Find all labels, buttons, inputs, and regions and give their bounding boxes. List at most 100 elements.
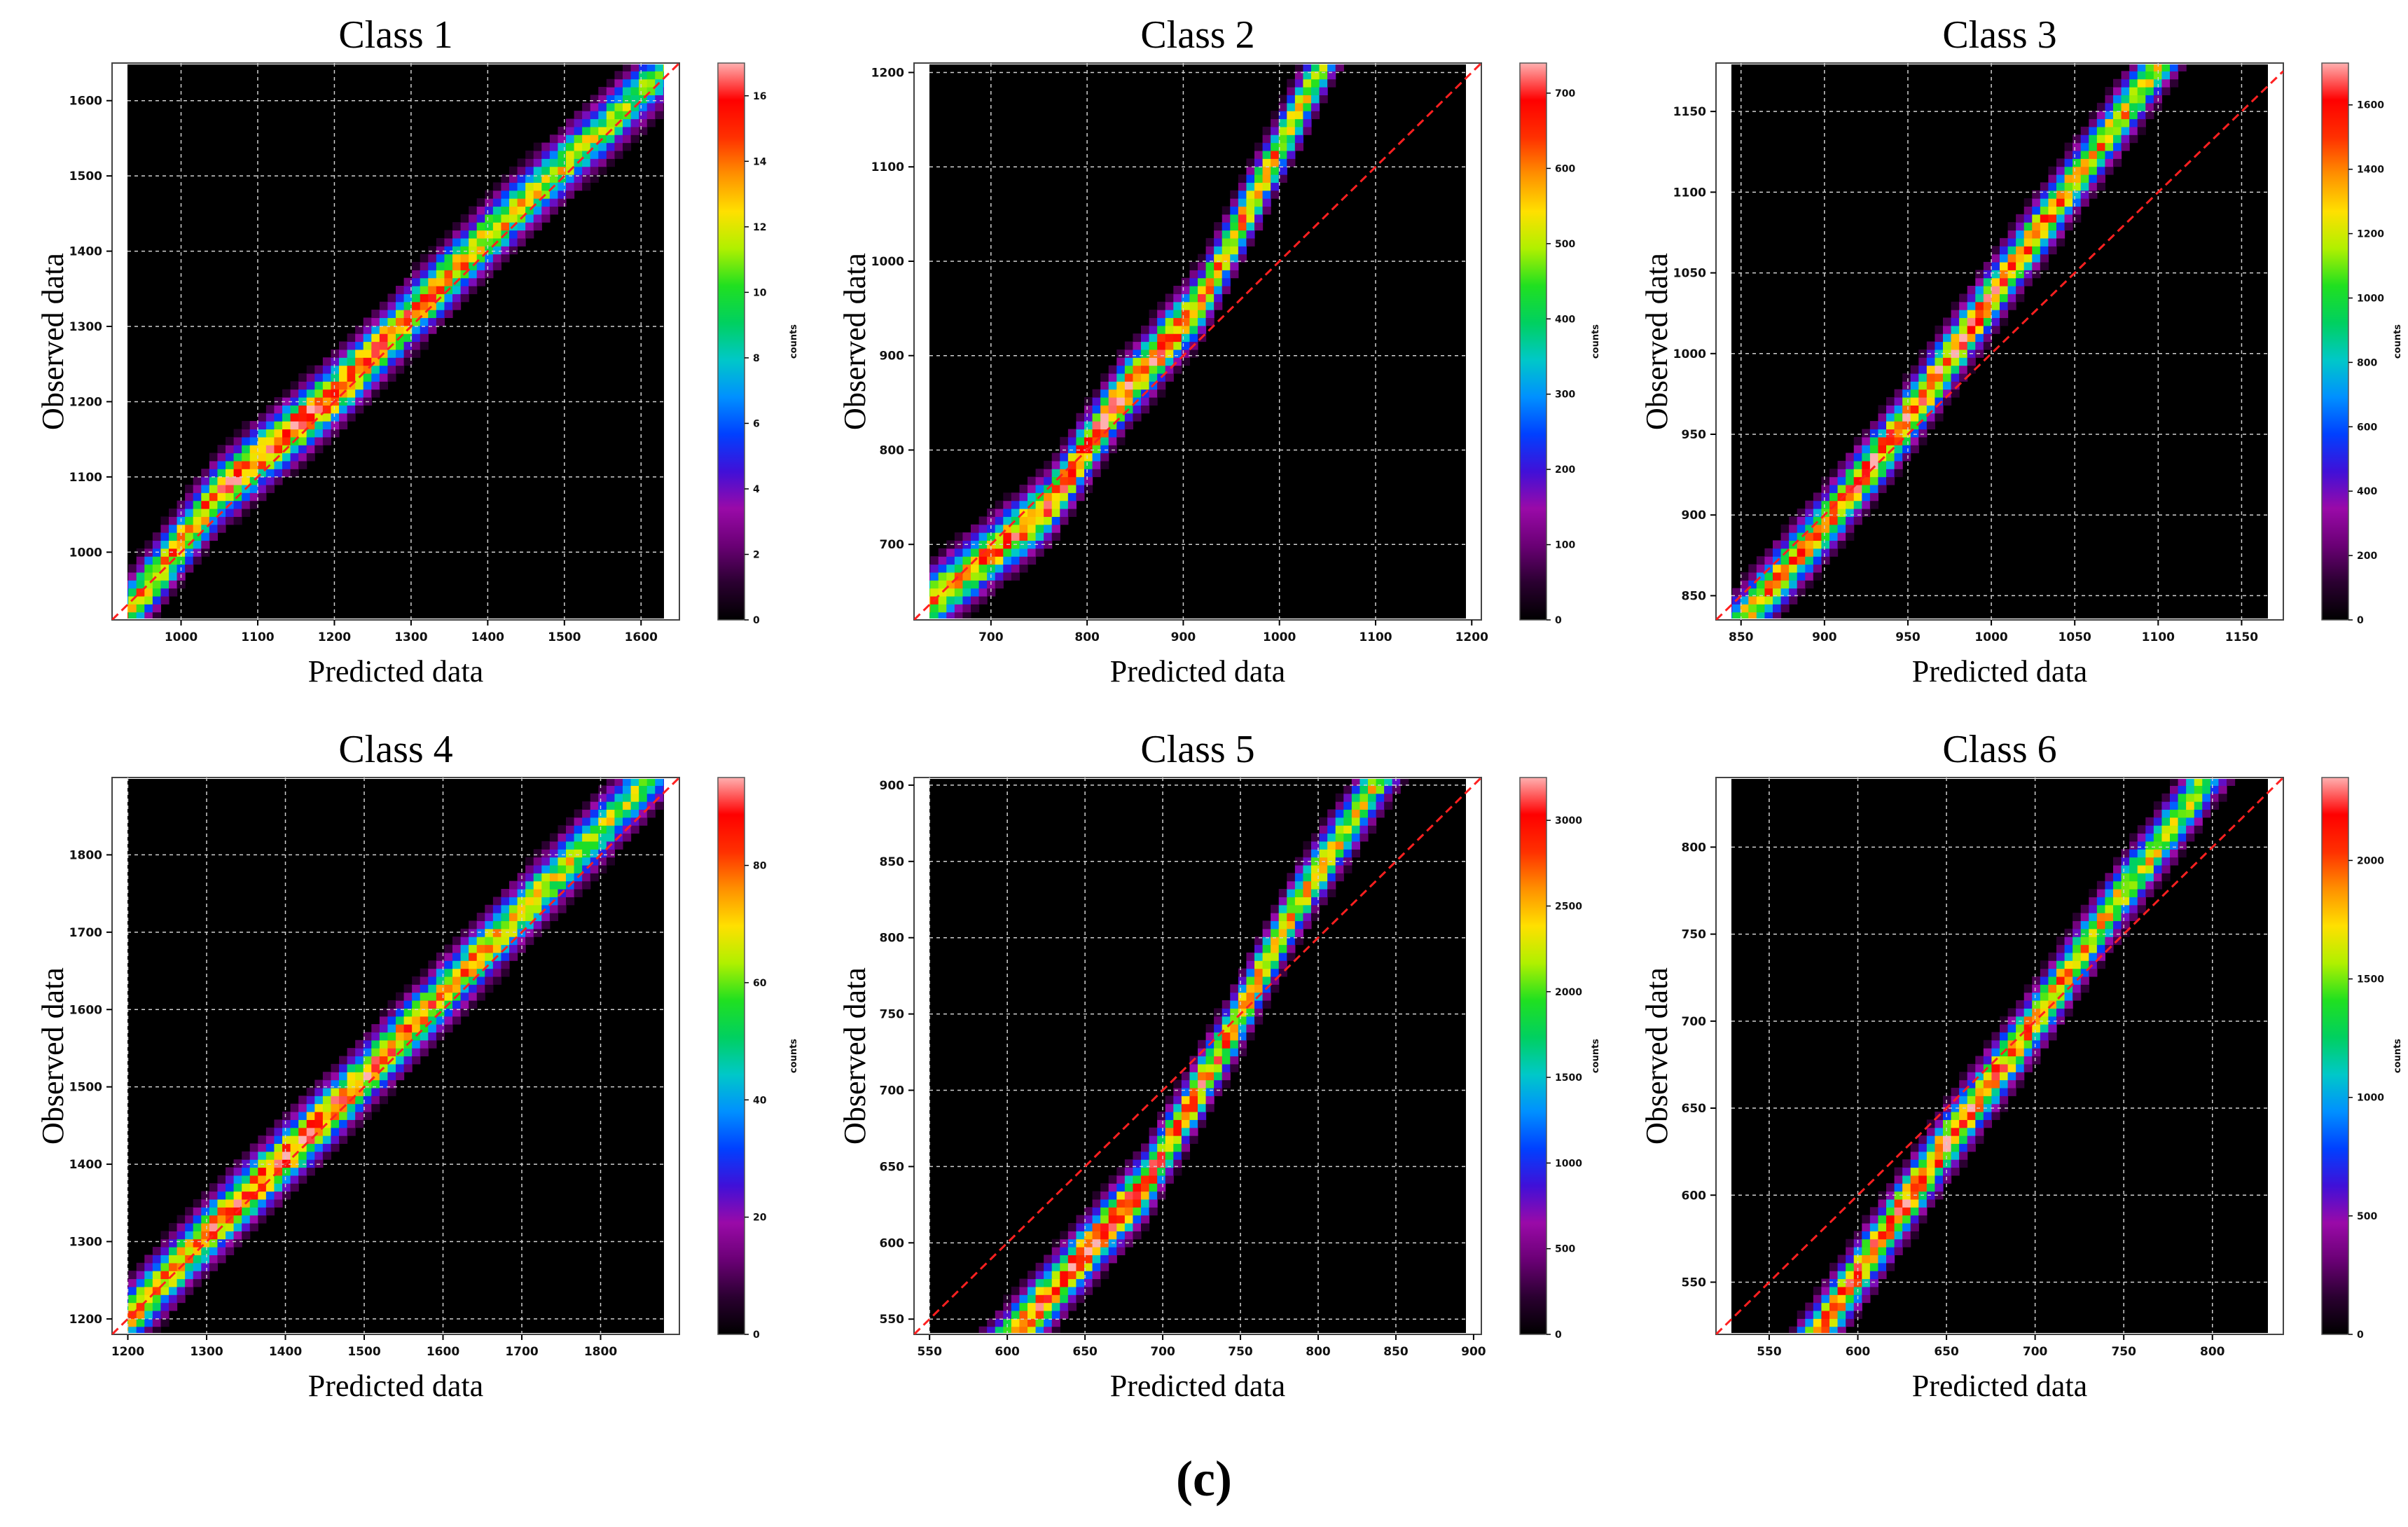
chart-title: Class 1 — [338, 13, 452, 57]
x-tick-label: 1100 — [2142, 630, 2175, 644]
x-tick-label: 1200 — [1455, 630, 1488, 644]
figure-label: (c) — [1176, 1451, 1232, 1507]
y-tick-label: 650 — [880, 1160, 905, 1174]
x-tick-label: 1000 — [1263, 630, 1296, 644]
colorbar-tick-label: 2000 — [1555, 987, 1582, 998]
colorbar-tick-label: 6 — [753, 418, 760, 429]
x-tick-label: 850 — [1383, 1345, 1409, 1359]
colorbar-tick-label: 1000 — [1555, 1158, 1582, 1169]
colorbar-tick-label: 200 — [1555, 464, 1575, 476]
colorbar-tick-label: 500 — [1555, 239, 1575, 250]
grid-lines — [929, 778, 1466, 1334]
y-tick-label: 1000 — [871, 255, 904, 269]
colorbar-tick-label: 80 — [753, 861, 767, 872]
y-tick-label: 1500 — [69, 1081, 102, 1095]
grid-lines — [1731, 63, 2268, 620]
colorbar-tick-label: 1000 — [2357, 1093, 2384, 1104]
y-tick-label: 1150 — [1673, 105, 1706, 119]
x-axis-label: Predicted data — [1110, 654, 1285, 689]
heatmap-cells — [127, 64, 664, 619]
colorbar-label: counts — [789, 324, 799, 359]
x-tick-label: 800 — [1074, 630, 1100, 644]
colorbar-tick-label: 800 — [2357, 357, 2377, 368]
y-tick-label: 1200 — [871, 66, 904, 80]
y-tick-label: 550 — [880, 1313, 905, 1327]
x-tick-label: 750 — [2111, 1345, 2136, 1359]
colorbar-tick-label: 12 — [753, 222, 766, 233]
x-tick-label: 1500 — [347, 1345, 380, 1359]
y-tick-label: 1100 — [871, 160, 904, 174]
colorbar-tick-label: 14 — [753, 156, 767, 167]
colorbar-tick-label: 1200 — [2357, 229, 2384, 240]
colorbar-tick-label: 600 — [1555, 163, 1575, 174]
y-axis-label: Observed data — [838, 253, 872, 430]
chart-title: Class 4 — [338, 728, 452, 771]
heatmap-cells — [1731, 64, 2187, 619]
colorbar-label: counts — [2393, 1039, 2403, 1073]
x-tick-label: 600 — [1846, 1345, 1871, 1359]
y-tick-label: 600 — [1682, 1189, 1707, 1203]
x-tick-label: 900 — [1812, 630, 1837, 644]
y-tick-label: 1100 — [69, 471, 102, 485]
x-tick-label: 650 — [1934, 1345, 1959, 1359]
colorbar-tick-label: 0 — [2357, 1329, 2364, 1341]
x-tick-label: 850 — [1729, 630, 1754, 644]
colorbar-tick-label: 1500 — [2357, 974, 2384, 986]
y-tick-label: 800 — [1682, 841, 1707, 855]
colorbar — [717, 777, 745, 1335]
y-tick-label: 800 — [880, 932, 905, 946]
colorbar-tick-label: 4 — [753, 484, 760, 495]
grid-lines — [1731, 778, 2268, 1334]
y-tick-label: 850 — [880, 855, 905, 869]
x-axis-label: Predicted data — [1912, 654, 2087, 689]
x-axis-label: Predicted data — [308, 654, 483, 689]
panel-6: Class 6 550 600 650 700 750 800 550 600 650 700 750… — [1640, 728, 2403, 1403]
colorbar-tick-label: 2 — [753, 549, 760, 560]
colorbar-tick-label: 3000 — [1555, 815, 1582, 827]
x-tick-label: 1600 — [427, 1345, 459, 1359]
y-tick-label: 950 — [1682, 428, 1707, 442]
y-tick-label: 1100 — [1673, 186, 1706, 200]
colorbar-tick-label: 0 — [1555, 1329, 1562, 1341]
y-tick-label: 700 — [1682, 1015, 1707, 1029]
colorbar-tick-label: 400 — [1555, 314, 1575, 325]
y-axis-label: Observed data — [36, 967, 70, 1145]
y-tick-label: 900 — [880, 779, 905, 793]
x-tick-label: 1800 — [584, 1345, 617, 1359]
y-tick-label: 1300 — [69, 320, 102, 334]
y-tick-label: 900 — [880, 350, 905, 364]
y-tick-label: 1600 — [69, 95, 102, 109]
colorbar-tick-label: 0 — [2357, 615, 2364, 626]
colorbar-tick-label: 1500 — [1555, 1072, 1582, 1084]
y-tick-label: 1050 — [1673, 267, 1706, 281]
y-tick-label: 1000 — [1673, 347, 1706, 361]
x-tick-label: 550 — [917, 1345, 942, 1359]
y-axis-label: Observed data — [1640, 967, 1674, 1145]
colorbar — [717, 62, 745, 621]
y-tick-label: 850 — [1682, 589, 1707, 603]
x-tick-label: 950 — [1895, 630, 1921, 644]
x-tick-label: 800 — [2200, 1345, 2225, 1359]
chart-title: Class 6 — [1942, 728, 2056, 771]
x-tick-label: 1200 — [111, 1345, 144, 1359]
colorbar-tick-label: 60 — [753, 978, 767, 989]
x-tick-label: 750 — [1228, 1345, 1253, 1359]
colorbar-tick-label: 16 — [753, 91, 766, 102]
chart-title: Class 3 — [1942, 13, 2056, 57]
y-tick-label: 800 — [880, 443, 905, 457]
colorbar — [1519, 777, 1547, 1335]
colorbar-tick-label: 0 — [753, 615, 760, 626]
panel-1: Class 1 1000 1100 1200 1300 1400 1500 1600 1000 1… — [36, 13, 799, 689]
panel-5: Class 5 550 600 650 700 750 800 850 900 550 600 650… — [838, 728, 1601, 1403]
x-tick-label: 600 — [995, 1345, 1020, 1359]
x-tick-label: 1000 — [1974, 630, 2007, 644]
colorbar-label: counts — [789, 1039, 799, 1073]
x-tick-label: 1600 — [625, 630, 658, 644]
colorbar-label: counts — [1591, 1039, 1601, 1073]
colorbar-tick-label: 40 — [753, 1095, 767, 1106]
x-tick-label: 1100 — [241, 630, 274, 644]
y-tick-label: 750 — [880, 1008, 905, 1022]
colorbar-tick-label: 8 — [753, 353, 760, 364]
colorbar-tick-label: 600 — [2357, 422, 2377, 433]
colorbar-tick-label: 1000 — [2357, 293, 2384, 304]
